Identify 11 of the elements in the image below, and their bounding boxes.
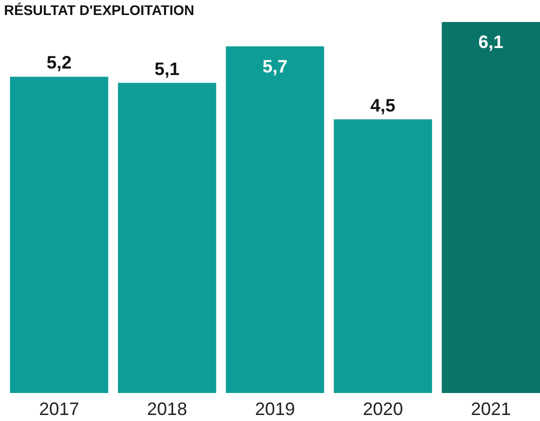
data-label: 4,5: [370, 95, 396, 116]
data-label: 6,1: [478, 32, 504, 52]
chart-title: RÉSULTAT D'EXPLOITATION: [4, 2, 194, 18]
data-label: 5,1: [154, 58, 180, 79]
data-label: 5,7: [262, 56, 288, 76]
x-tick-label: 2020: [362, 399, 403, 419]
x-tick-label: 2021: [470, 399, 511, 419]
x-tick-label: 2019: [254, 399, 296, 419]
x-tick-label: 2018: [147, 399, 188, 419]
data-label: 5,2: [46, 52, 72, 73]
x-tick-label: 2017: [39, 399, 80, 419]
